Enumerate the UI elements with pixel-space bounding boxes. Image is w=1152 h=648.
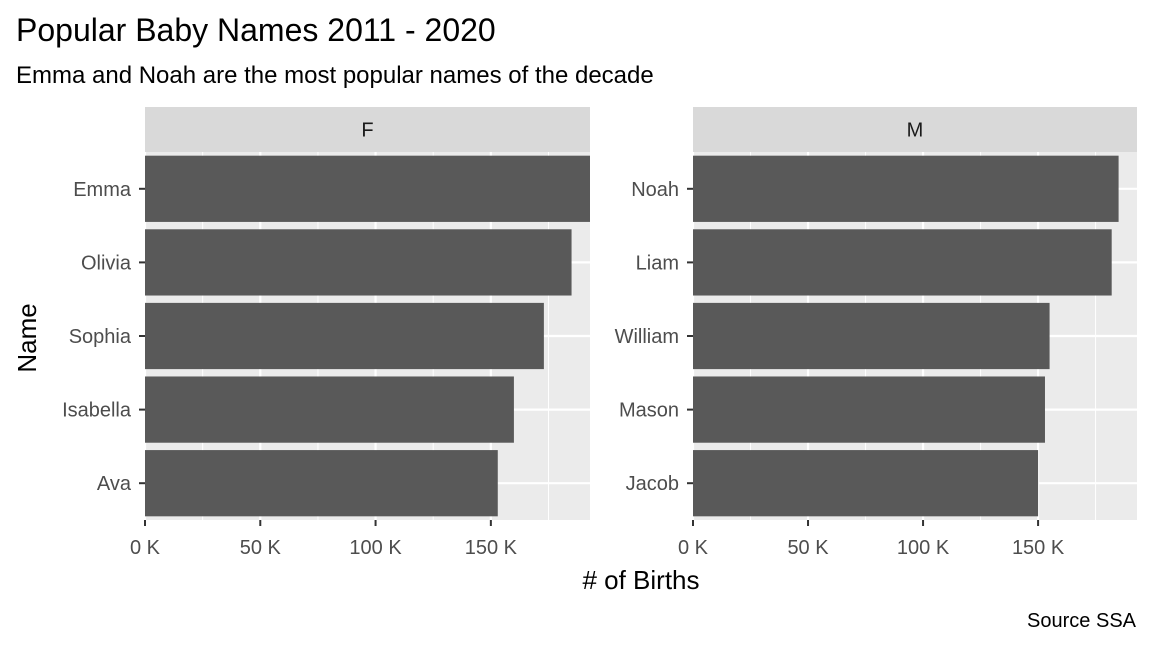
y-tick-label: Ava [97,473,132,495]
chart-caption: Source SSA [1027,610,1137,632]
y-tick-label: Olivia [81,252,132,274]
bar [693,302,1050,370]
bar [145,302,544,370]
bar [145,376,514,443]
bar [145,155,590,222]
facet-strip-label: F [361,120,373,142]
bar [145,229,572,296]
facet-panel: Noah Liam William Mason Jacob 0 K 50 K 100 K 150… [615,107,1137,559]
x-tick-label: 0 K [130,537,161,559]
x-axis-title: # of Births [582,565,699,595]
y-tick-label: Isabella [62,400,132,422]
x-tick-label: 100 K [349,537,402,559]
bar [693,229,1112,296]
facet-strip [693,107,1137,152]
y-tick-label: Mason [619,400,679,422]
facet-panel: Emma Olivia Sophia Isabella Ava 0 K 50 K 100 K 1… [62,107,590,559]
chart-subtitle: Emma and Noah are the most popular names… [16,62,654,89]
x-tick-label: 50 K [787,537,829,559]
x-tick-label: 150 K [1012,537,1065,559]
x-tick-label: 50 K [240,537,282,559]
bar [693,376,1045,443]
chart-title: Popular Baby Names 2011 - 2020 [16,12,496,48]
y-tick-label: Liam [636,252,679,274]
facet-strip-label: M [907,120,924,142]
x-tick-label: 0 K [678,537,709,559]
y-tick-label: William [615,326,679,348]
y-axis-title: Name [12,303,42,372]
y-tick-label: Jacob [626,473,679,495]
bar [693,155,1119,222]
bar [693,450,1039,517]
y-tick-label: Sophia [69,326,132,348]
bar [145,450,498,517]
y-tick-label: Emma [73,179,132,201]
facet-panels: Emma Olivia Sophia Isabella Ava 0 K 50 K 100 K 1… [62,107,1137,559]
y-tick-label: Noah [631,179,679,201]
x-tick-label: 100 K [897,537,950,559]
x-tick-label: 150 K [465,537,518,559]
facet-strip [145,107,590,152]
